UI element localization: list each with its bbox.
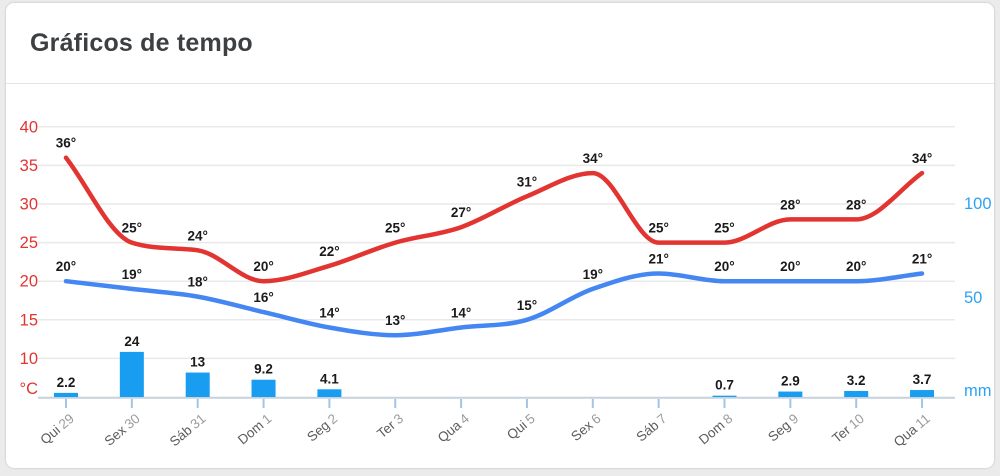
- x-axis-day-label: Sáb7: [633, 411, 669, 445]
- page-title: Gráficos de tempo: [30, 29, 253, 57]
- left-axis-tick-label: 15: [20, 311, 38, 329]
- left-axis-tick-label: 20: [20, 273, 38, 291]
- precip-bar: [54, 392, 78, 397]
- precip-bar: [844, 390, 869, 397]
- precip-bar: [778, 391, 803, 397]
- min-temperature-value-label: 21°: [912, 251, 932, 266]
- max-temperature-value-label: 31°: [517, 174, 537, 189]
- x-axis-day-label: Dom1: [235, 411, 275, 448]
- min-temperature-value-label: 19°: [122, 267, 142, 282]
- precip-bar: [185, 372, 210, 397]
- precip-bar: [317, 389, 342, 397]
- x-axis-day-label: Ter10: [829, 411, 867, 446]
- max-temperature-value-label: 34°: [583, 151, 603, 166]
- max-temperature-value-label: 34°: [912, 151, 932, 166]
- min-temperature-value-label: 20°: [56, 259, 76, 274]
- max-temperature-value-label: 25°: [648, 221, 668, 236]
- precip-value-label: 3.7: [913, 372, 932, 387]
- precip-bar: [251, 379, 276, 397]
- max-temperature-line: 36° 25° 24° 20° 22° 25° 27° 31° 34° 25° 25° 28° 28° 3…: [56, 136, 932, 284]
- max-temperature-value-label: 27°: [451, 205, 471, 220]
- weather-chart-canvas: 40 35 30 25 20 15 10 °C 100 50 mm Qui29 Sex30 Sáb31 Do…: [19, 118, 992, 450]
- x-axis-day-label: Qua11: [891, 411, 933, 450]
- min-temperature-value-label: 20°: [780, 259, 800, 274]
- max-temperature-value-label: 25°: [122, 221, 142, 236]
- left-axis-tick-label: 30: [20, 196, 38, 214]
- x-axis-day-label: Ter3: [374, 411, 406, 441]
- left-axis-tick-label: 40: [20, 118, 38, 136]
- max-temperature-value-label: 28°: [846, 197, 866, 212]
- x-axis-day-label: Sáb31: [167, 411, 209, 450]
- precip-bar: [119, 351, 144, 397]
- chart-header: Gráficos de tempo: [6, 3, 994, 84]
- precip-value-label: 9.2: [254, 362, 273, 377]
- precipitation-bars: 2.2 24 13 9.2 4.1 0.7 2.9 3.2 3.7: [54, 334, 935, 397]
- x-axis-day-label: Qua4: [435, 410, 473, 445]
- precip-value-label: 13: [190, 355, 206, 370]
- x-axis-day-label: Sex6: [568, 411, 604, 444]
- x-axis-day-label: Qui29: [37, 411, 77, 448]
- left-axis: 40 35 30 25 20 15 10 °C: [19, 118, 38, 398]
- precip-value-label: 24: [124, 334, 140, 349]
- max-temperature-value-label: 24°: [187, 228, 207, 243]
- max-temperature-value-label: 20°: [253, 259, 273, 274]
- max-temperature-value-label: 25°: [714, 221, 734, 236]
- min-temperature-path: [63, 271, 925, 338]
- right-axis-tick-label: 100: [964, 195, 992, 213]
- min-temperature-value-label: 14°: [319, 306, 339, 321]
- precip-value-label: 2.9: [781, 374, 800, 389]
- right-axis-tick-label: 50: [964, 289, 982, 307]
- max-temperature-value-label: 28°: [780, 197, 800, 212]
- x-axis: Qui29 Sex30 Sáb31 Dom1 Seg2 Ter3 Qua4 Qui5 Sex6 S…: [37, 396, 955, 450]
- left-axis-unit-label: °C: [19, 380, 38, 398]
- x-axis-day-label: Seg9: [765, 411, 801, 445]
- x-axis-day-label: Qui5: [504, 411, 538, 443]
- precip-value-label: 3.2: [847, 373, 866, 388]
- min-temperature-value-label: 15°: [517, 298, 537, 313]
- right-axis: 100 50 mm: [964, 195, 992, 400]
- precip-value-label: 2.2: [57, 375, 76, 390]
- min-temperature-value-label: 20°: [846, 259, 866, 274]
- max-temperature-value-label: 36°: [56, 136, 76, 151]
- precip-value-label: 4.1: [320, 371, 339, 386]
- min-temperature-value-label: 20°: [714, 259, 734, 274]
- max-temperature-value-label: 25°: [385, 221, 405, 236]
- min-temperature-line: 20° 19° 18° 16° 14° 13° 14° 15° 19° 21° 20° 20° 20° 2…: [56, 251, 932, 338]
- x-axis-day-label: Dom8: [696, 411, 736, 448]
- right-axis-unit-label: mm: [964, 382, 992, 400]
- min-temperature-value-label: 16°: [253, 290, 273, 305]
- left-axis-tick-label: 35: [20, 157, 38, 175]
- precip-value-label: 0.7: [715, 378, 734, 393]
- min-temperature-value-label: 21°: [648, 251, 668, 266]
- min-temperature-value-label: 18°: [187, 275, 207, 290]
- max-temperature-path: [63, 155, 925, 284]
- precip-bar: [910, 390, 935, 397]
- left-axis-tick-label: 25: [20, 234, 38, 252]
- min-temperature-value-label: 14°: [451, 306, 471, 321]
- weather-panel-card: Gráficos de tempo: [6, 3, 994, 468]
- x-axis-day-label: Seg2: [304, 411, 340, 445]
- left-axis-tick-label: 10: [20, 350, 38, 368]
- x-axis-day-label: Sex30: [102, 411, 143, 449]
- precip-bar: [712, 395, 737, 397]
- min-temperature-value-label: 19°: [583, 267, 603, 282]
- max-temperature-value-label: 22°: [319, 244, 339, 259]
- min-temperature-value-label: 13°: [385, 313, 405, 328]
